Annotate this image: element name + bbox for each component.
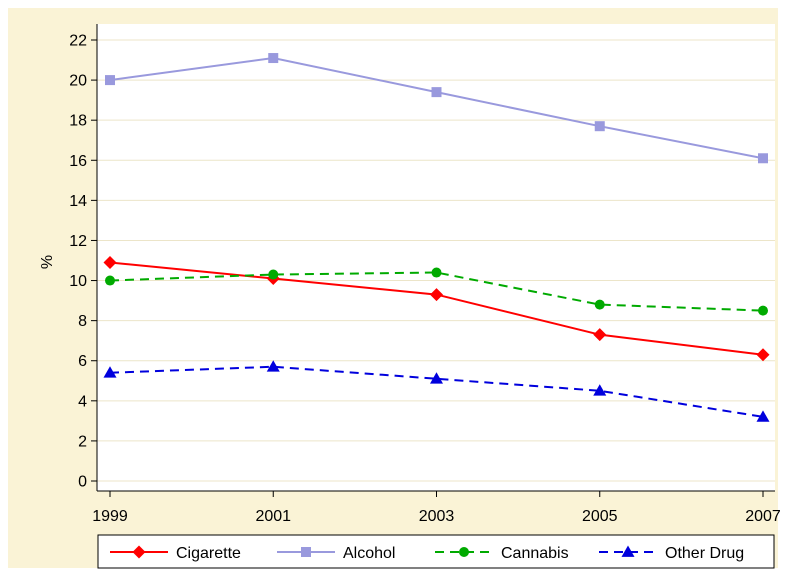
series-line-cannabis <box>109 271 764 312</box>
y-tick-label: 0 <box>78 474 87 491</box>
plot-area <box>97 24 775 491</box>
y-tick-label: 22 <box>69 33 87 50</box>
data-point-cannabis <box>758 305 768 316</box>
x-tick-label: 2001 <box>255 508 291 525</box>
gridlines <box>97 39 775 482</box>
axes: 0 2 4 6 8 10 12 14 16 18 20 22 1999 2001 2003 2005 2007 <box>69 24 781 525</box>
data-point-alcohol <box>594 121 605 132</box>
y-tick-label: 18 <box>69 113 87 130</box>
data-point-cigarette <box>593 328 607 342</box>
data-point-alcohol <box>105 75 115 86</box>
series-alcohol <box>105 53 768 164</box>
y-tick-label: 10 <box>69 273 87 290</box>
legend-label-cigarette: Cigarette <box>176 545 241 562</box>
data-point-cannabis <box>268 269 279 280</box>
y-tick-label: 12 <box>69 233 87 250</box>
data-point-cannabis <box>105 275 115 286</box>
series-other-drug <box>103 360 770 422</box>
y-axis-label: % <box>39 255 56 269</box>
legend-label-other-drug: Other Drug <box>665 545 744 562</box>
data-point-other-drug <box>103 366 117 378</box>
y-tick-label: 4 <box>78 393 87 410</box>
series-layer <box>103 53 770 422</box>
data-point-other-drug <box>756 410 770 422</box>
data-point-other-drug <box>593 384 607 396</box>
data-point-alcohol <box>758 153 768 164</box>
y-tick-label: 6 <box>78 353 87 370</box>
legend-marker-cigarette <box>132 545 146 559</box>
data-point-alcohol <box>431 87 442 98</box>
legend-marker-alcohol <box>301 547 311 557</box>
legend-marker-other-drug <box>621 545 635 557</box>
legend-label-cannabis: Cannabis <box>501 545 569 562</box>
y-tick-label: 20 <box>69 73 87 90</box>
x-tick-label: 2003 <box>419 508 455 525</box>
data-point-cigarette <box>103 256 117 270</box>
y-tick-label: 16 <box>69 153 87 170</box>
y-tick-label: 14 <box>69 193 87 210</box>
x-tick-label: 2005 <box>582 508 618 525</box>
data-point-cigarette <box>756 348 770 362</box>
y-tick-label: 2 <box>78 433 87 450</box>
legend-marker-cannabis <box>459 547 469 557</box>
legend: Cigarette Alcohol Cannabis Other Drug <box>97 534 775 569</box>
data-point-other-drug <box>266 360 280 372</box>
legend-label-alcohol: Alcohol <box>343 545 395 562</box>
data-point-alcohol <box>268 53 279 64</box>
x-tick-label: 2007 <box>745 508 781 525</box>
y-tick-label: 8 <box>78 313 87 330</box>
series-cannabis <box>105 267 768 316</box>
data-point-cigarette <box>430 288 443 302</box>
data-point-other-drug <box>430 372 443 384</box>
data-point-cannabis <box>594 299 605 310</box>
data-point-cannabis <box>431 267 442 278</box>
series-line-other-drug <box>109 365 764 418</box>
x-tick-label: 1999 <box>92 508 128 525</box>
